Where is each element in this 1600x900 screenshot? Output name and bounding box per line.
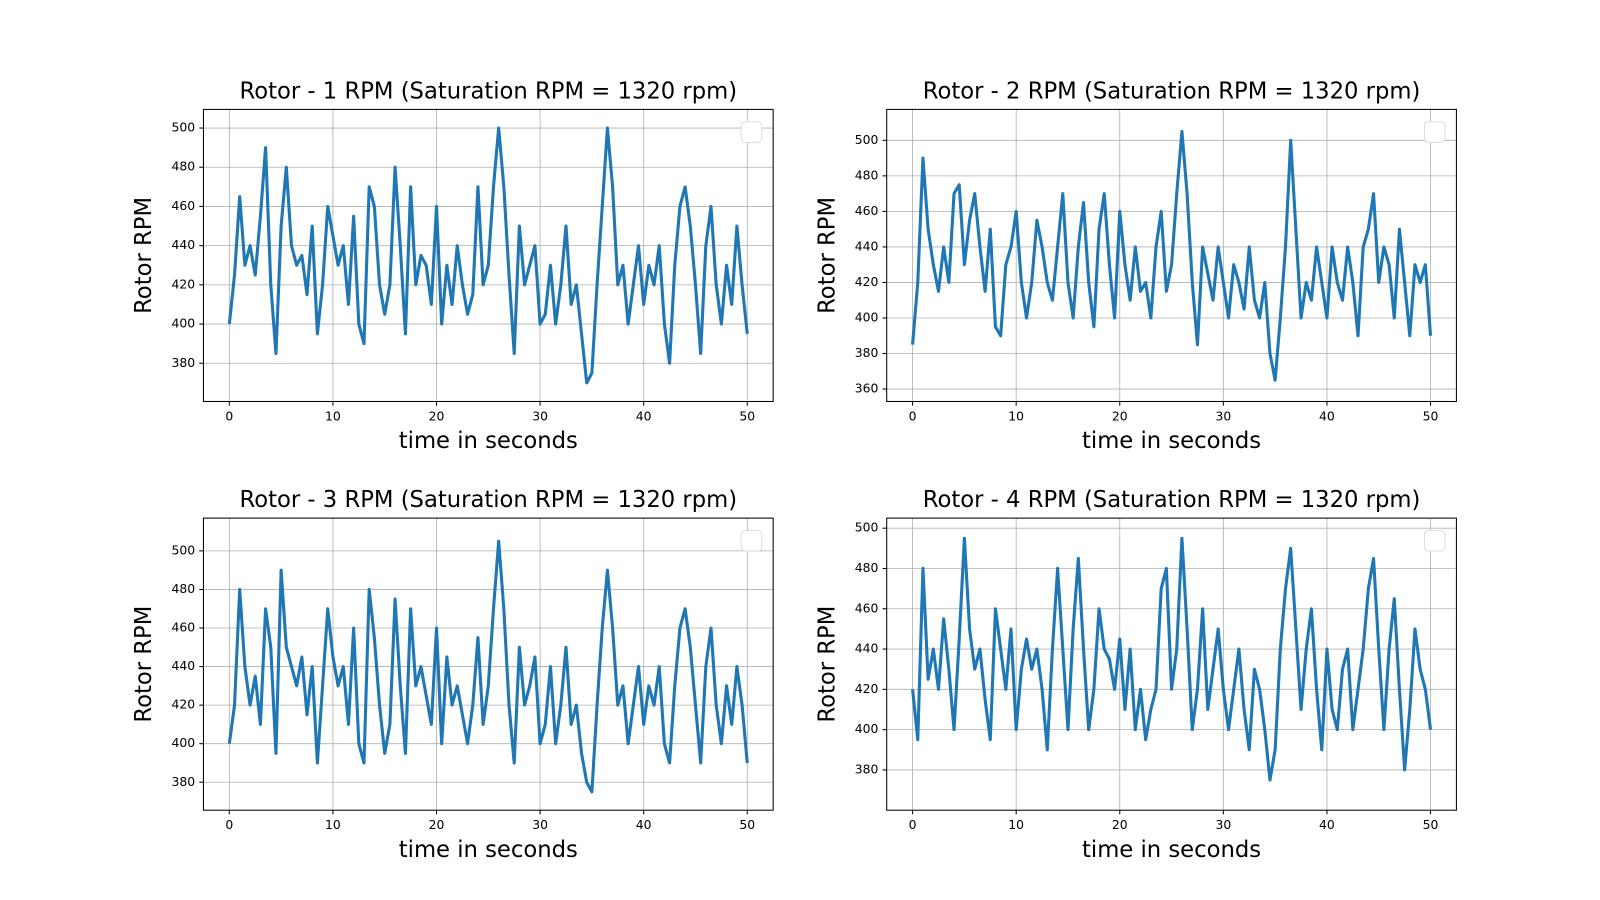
y-tick-label: 480 <box>855 561 879 575</box>
y-tick-label: 380 <box>172 775 196 789</box>
y-tick-label: 400 <box>172 317 196 331</box>
y-tick-label: 400 <box>172 736 196 750</box>
x-tick-label: 20 <box>1112 818 1128 832</box>
y-tick-label: 420 <box>172 698 196 712</box>
series <box>911 129 1433 382</box>
x-axis-label: time in seconds <box>1082 428 1261 454</box>
x-tick-label: 40 <box>1319 818 1335 832</box>
legend <box>740 529 763 552</box>
x-tick-label: 30 <box>532 818 548 832</box>
x-tick-label: 50 <box>1423 409 1439 423</box>
subplot: 0 10 20 30 40 50 380 400 420 440 460 480 500 Rotor - … <box>131 487 774 863</box>
series <box>227 126 749 385</box>
y-tick-label: 460 <box>855 601 879 615</box>
y-tick-label: 380 <box>855 762 879 776</box>
y-tick-label: 400 <box>855 310 879 324</box>
chart-title: Rotor - 2 RPM (Saturation RPM = 1320 rpm… <box>923 78 1421 104</box>
x-tick-label: 10 <box>1008 818 1024 832</box>
x-tick-label: 50 <box>739 409 755 423</box>
axes-frame <box>202 517 774 811</box>
y-axis-label: Rotor RPM <box>131 606 157 723</box>
y-tick-label: 440 <box>855 239 879 253</box>
axes-frame <box>202 108 774 403</box>
y-tick-label: 460 <box>172 199 196 213</box>
y-tick-label: 380 <box>172 356 196 370</box>
x-tick-label: 0 <box>909 818 917 832</box>
data-line <box>911 536 1433 782</box>
x-axis-label: time in seconds <box>1082 837 1261 863</box>
axes-frame <box>886 517 1457 811</box>
y-tick-label: 440 <box>172 238 196 252</box>
y-tick-label: 380 <box>855 346 879 360</box>
y-tick-label: 420 <box>172 277 196 291</box>
y-axis-label: Rotor RPM <box>814 197 840 314</box>
y-tick-label: 500 <box>172 121 196 135</box>
x-tick-label: 20 <box>429 818 445 832</box>
x-tick-label: 30 <box>532 409 548 423</box>
y-axis-label: Rotor RPM <box>814 606 840 723</box>
data-line <box>911 129 1433 382</box>
y-tick-label: 480 <box>172 582 196 596</box>
y-tick-label: 500 <box>855 133 879 147</box>
x-tick-label: 40 <box>1319 409 1335 423</box>
y-tick-label: 420 <box>855 682 879 696</box>
legend <box>1423 121 1446 143</box>
y-tick-label: 420 <box>855 275 879 289</box>
y-tick-label: 460 <box>172 621 196 635</box>
chart-title: Rotor - 4 RPM (Saturation RPM = 1320 rpm… <box>923 487 1421 513</box>
series <box>911 536 1433 782</box>
x-tick-label: 10 <box>325 409 341 423</box>
chart-title: Rotor - 1 RPM (Saturation RPM = 1320 rpm… <box>239 78 737 104</box>
subplot: 0 10 20 30 40 50 380 400 420 440 460 480 500 Rotor - … <box>814 487 1457 863</box>
x-tick-label: 20 <box>1112 409 1128 423</box>
y-axis-label: Rotor RPM <box>131 197 157 314</box>
x-tick-label: 30 <box>1215 409 1231 423</box>
y-tick-label: 360 <box>855 382 879 396</box>
data-line <box>227 539 749 794</box>
x-tick-label: 10 <box>325 818 341 832</box>
x-tick-label: 0 <box>225 818 233 832</box>
axes-frame <box>886 108 1457 403</box>
subplot: 0 10 20 30 40 50 360 380 400 420 440 460 480 500 Rotor… <box>814 78 1457 454</box>
legend <box>740 121 763 143</box>
x-tick-label: 40 <box>636 818 652 832</box>
y-tick-label: 500 <box>855 521 879 535</box>
y-tick-label: 440 <box>855 642 879 656</box>
x-tick-label: 30 <box>1215 818 1231 832</box>
subplot: 0 10 20 30 40 50 380 400 420 440 460 480 500 Rotor - … <box>131 78 774 454</box>
x-tick-label: 20 <box>429 409 445 423</box>
y-tick-label: 460 <box>855 204 879 218</box>
legend <box>1423 529 1446 552</box>
x-tick-label: 50 <box>1423 818 1439 832</box>
y-tick-label: 400 <box>855 722 879 736</box>
y-tick-label: 500 <box>172 543 196 557</box>
x-tick-label: 10 <box>1008 409 1024 423</box>
y-tick-label: 480 <box>172 160 196 174</box>
y-tick-label: 480 <box>855 168 879 182</box>
data-line <box>227 126 749 385</box>
x-tick-label: 0 <box>909 409 917 423</box>
y-tick-label: 440 <box>172 659 196 673</box>
x-axis-label: time in seconds <box>399 837 578 863</box>
chart-title: Rotor - 3 RPM (Saturation RPM = 1320 rpm… <box>239 487 737 513</box>
x-axis-label: time in seconds <box>399 428 578 454</box>
x-tick-label: 50 <box>739 818 755 832</box>
series <box>227 539 749 794</box>
x-tick-label: 0 <box>225 409 233 423</box>
x-tick-label: 40 <box>636 409 652 423</box>
